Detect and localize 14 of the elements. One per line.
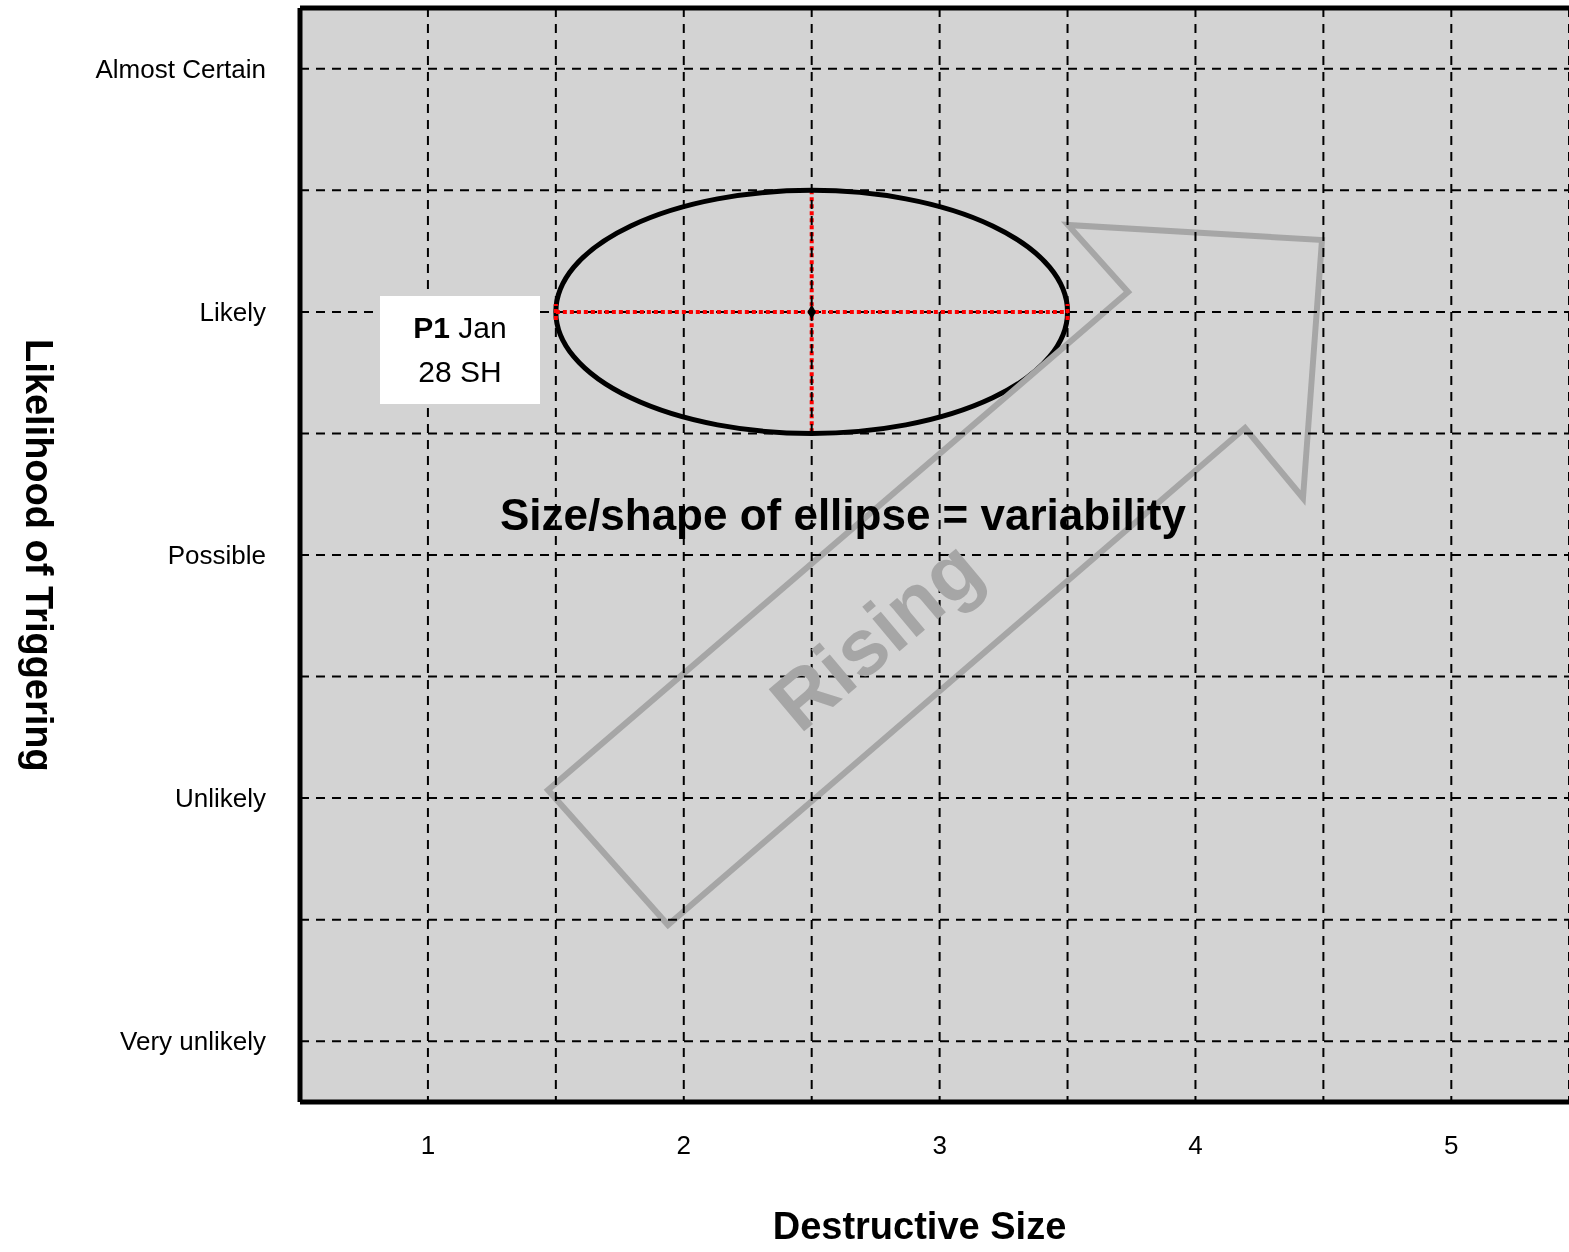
y-tick-label: Possible (167, 540, 266, 571)
x-tick-label: 2 (676, 1130, 691, 1161)
annotation: Size/shape of ellipse = variability (500, 490, 1187, 539)
x-tick-label: 1 (420, 1130, 436, 1161)
x-axis-title: Destructive Size (771, 1205, 1068, 1248)
y-tick-label: Likely (199, 297, 266, 328)
y-tick-label: Very unlikely (120, 1026, 266, 1057)
x-tick-label: 4 (1188, 1130, 1203, 1161)
x-tick-label: 3 (932, 1130, 947, 1161)
y-tick-label: Almost Certain (95, 54, 266, 85)
y-axis-title: Likelihood of Triggering (16, 338, 60, 772)
y-tick-label: Unlikely (174, 783, 266, 814)
annotation: P1 Jan 28 SH (412, 310, 508, 390)
x-tick-label: 5 (1444, 1130, 1459, 1161)
